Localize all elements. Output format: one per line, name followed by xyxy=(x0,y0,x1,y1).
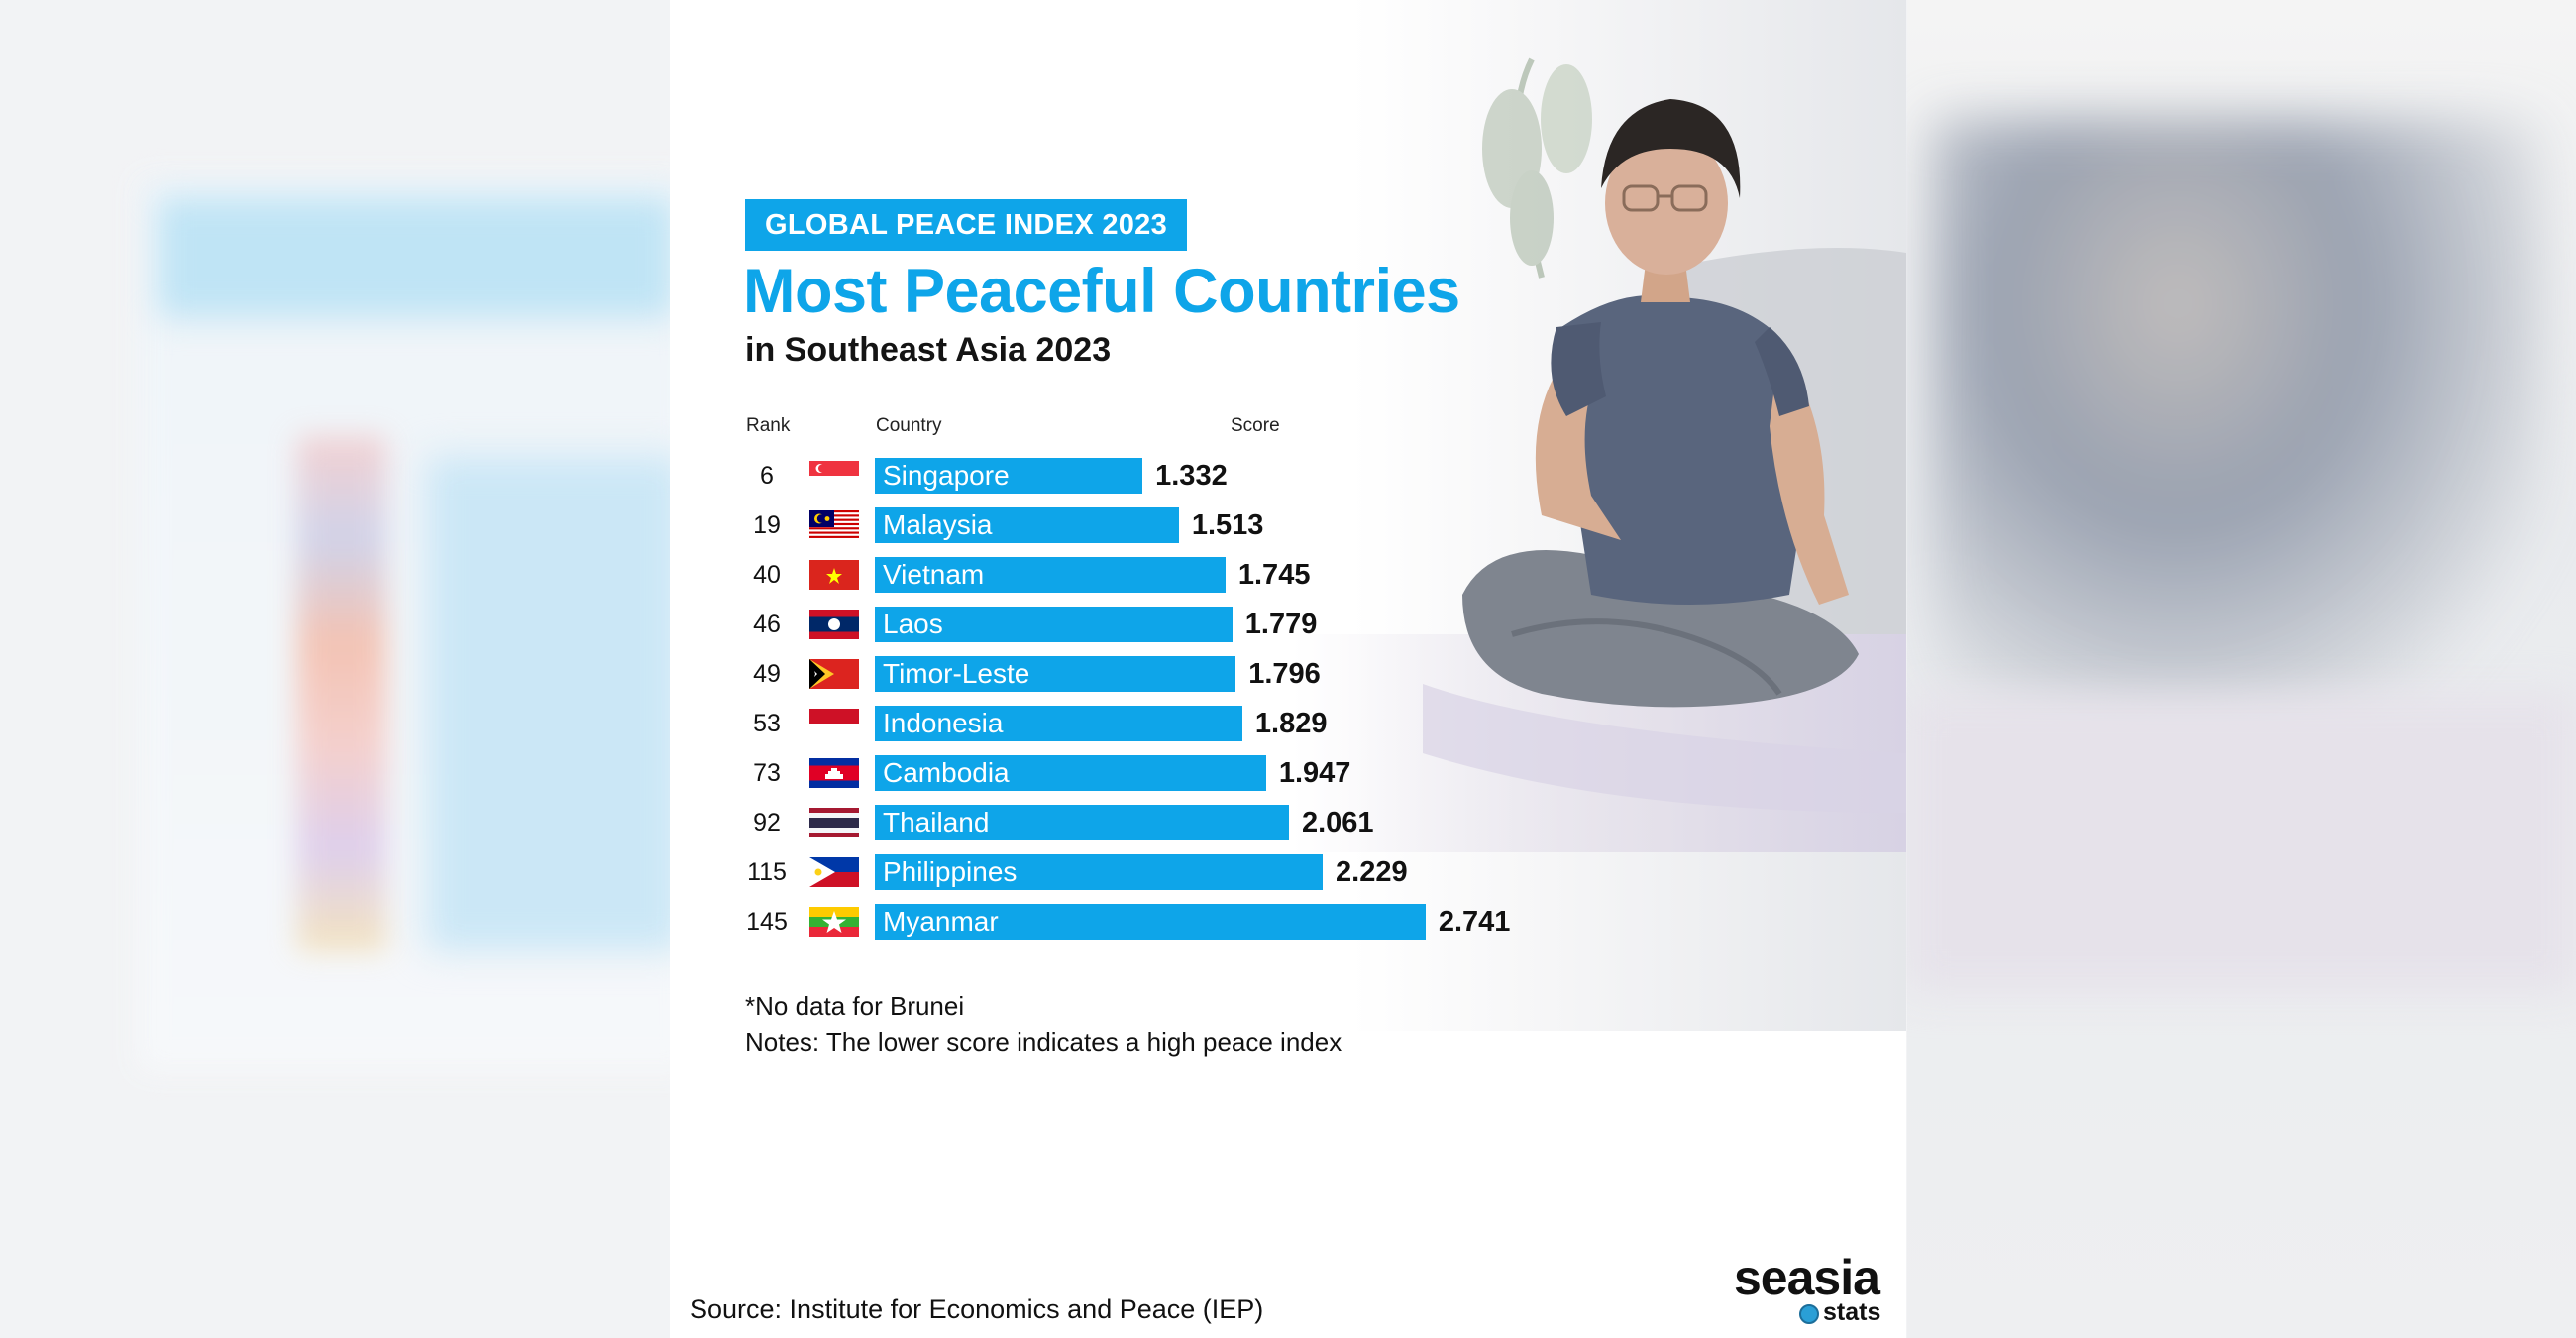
score-bar xyxy=(875,854,1324,890)
indonesia-flag xyxy=(809,709,859,738)
globe-icon xyxy=(1799,1304,1819,1324)
malaysia-flag xyxy=(809,510,859,540)
plant-icon xyxy=(1482,57,1592,279)
score-value-label: 1.513 xyxy=(1191,509,1264,541)
score-bar xyxy=(875,557,1226,593)
chart-row: 115 Philippines 2.229 xyxy=(670,854,1661,890)
country-label: Cambodia xyxy=(883,757,1010,788)
country-label: Myanmar xyxy=(883,906,999,937)
country-label: Malaysia xyxy=(883,509,993,540)
meditating-woman-illustration xyxy=(1423,57,1906,813)
lower-score-note: Notes: The lower score indicates a high … xyxy=(745,1027,1342,1057)
score-column-header: Score xyxy=(1231,415,1280,436)
score-bar xyxy=(875,805,1289,840)
score-bar xyxy=(875,755,1266,791)
score-bar xyxy=(875,706,1242,741)
infographic-card: GLOBAL PEACE INDEX 2023 Most Peaceful Co… xyxy=(670,0,1906,1338)
index-tag: GLOBAL PEACE INDEX 2023 xyxy=(745,199,1188,251)
score-value-label: 1.779 xyxy=(1244,609,1318,640)
country-label: Philippines xyxy=(883,856,1018,887)
rank-label: 46 xyxy=(753,611,781,638)
rank-label: 19 xyxy=(753,511,781,539)
blurred-left-title xyxy=(159,198,674,317)
rank-label: 73 xyxy=(753,759,781,787)
chart-row: 46 Laos 1.779 xyxy=(670,607,1661,642)
score-value-label: 2.061 xyxy=(1301,807,1374,838)
blurred-left-bars xyxy=(426,456,684,951)
cambodia-flag xyxy=(809,758,859,788)
rank-label: 92 xyxy=(753,809,781,836)
myanmar-flag xyxy=(809,907,859,937)
score-value-label: 1.745 xyxy=(1237,559,1311,591)
blurred-right-figure xyxy=(1932,119,2546,733)
rank-column-header: Rank xyxy=(746,415,791,436)
country-label: Thailand xyxy=(883,807,990,837)
chart-subtitle: in Southeast Asia 2023 xyxy=(745,331,1112,369)
seasia-logo-sub: stats xyxy=(1823,1298,1881,1326)
chart-row: 19 Malaysia 1.513 xyxy=(670,507,1661,543)
blurred-right-floor xyxy=(1907,694,2576,991)
chart-row: 73 Cambodia 1.947 xyxy=(670,755,1661,791)
rank-label: 53 xyxy=(753,710,781,737)
chart-title: Most Peaceful Countries xyxy=(743,257,1460,326)
score-value-label: 1.332 xyxy=(1155,460,1228,492)
score-bar xyxy=(875,458,1143,494)
country-label: Timor-Leste xyxy=(883,658,1030,689)
chart-row: 49 Timor-Leste 1.796 xyxy=(670,656,1661,692)
thailand-flag xyxy=(809,808,859,837)
philippines-flag xyxy=(809,857,859,887)
score-value-label: 1.796 xyxy=(1248,658,1321,690)
rank-label: 40 xyxy=(753,561,781,589)
country-label: Singapore xyxy=(883,460,1010,491)
chart-row: 53 Indonesia 1.829 xyxy=(670,706,1661,741)
country-label: Vietnam xyxy=(883,559,985,590)
score-value-label: 1.947 xyxy=(1278,757,1351,789)
score-bar xyxy=(875,607,1233,642)
country-label: Indonesia xyxy=(883,708,1004,738)
score-value-label: 2.229 xyxy=(1336,856,1408,888)
source-text: Source: Institute for Economics and Peac… xyxy=(690,1294,1264,1324)
timor-leste-flag xyxy=(809,659,859,689)
country-column-header: Country xyxy=(876,415,942,436)
rank-label: 49 xyxy=(753,660,781,688)
vietnam-flag xyxy=(809,560,859,590)
no-data-note: *No data for Brunei xyxy=(745,991,965,1021)
rank-label: 145 xyxy=(746,908,788,936)
laos-flag xyxy=(809,610,859,639)
score-value-label: 2.741 xyxy=(1438,906,1511,938)
score-bar xyxy=(875,904,1426,940)
rank-label: 115 xyxy=(747,858,787,886)
singapore-flag xyxy=(809,461,859,491)
chart-row: 6 Singapore 1.332 xyxy=(670,458,1661,494)
score-value-label: 1.829 xyxy=(1254,708,1328,739)
seasia-logo: seasia xyxy=(1734,1250,1880,1305)
chart-row: 40 Vietnam 1.745 xyxy=(670,557,1661,593)
score-bar xyxy=(875,507,1179,543)
rank-label: 6 xyxy=(760,462,774,490)
blurred-left-flags xyxy=(297,436,386,951)
chart-row: 92 Thailand 2.061 xyxy=(670,805,1661,840)
country-label: Laos xyxy=(883,609,943,639)
chart-row: 145 Myanmar 2.741 xyxy=(670,904,1661,940)
score-bar xyxy=(875,656,1236,692)
